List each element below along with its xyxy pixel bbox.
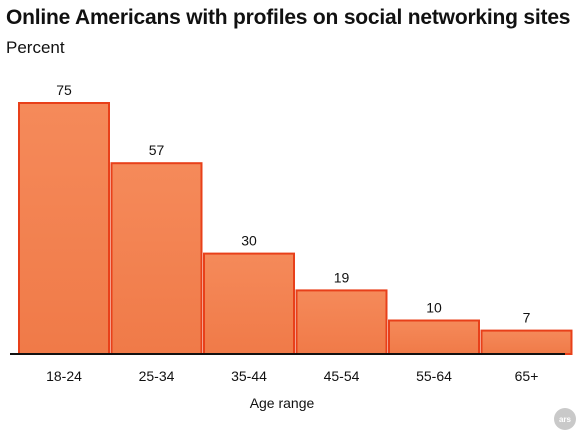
x-axis-title: Age range [250, 395, 315, 411]
x-tick-label-45-54: 45-54 [324, 368, 360, 384]
value-label-18-24: 75 [56, 82, 72, 98]
value-label-45-54: 19 [334, 269, 350, 285]
bar-25-34 [110, 162, 203, 355]
ars-logo: ars [554, 408, 576, 430]
value-label-55-64: 10 [426, 300, 442, 316]
bar-45-54 [295, 289, 388, 355]
x-tick-label-35-44: 35-44 [231, 368, 267, 384]
x-tick-label-25-34: 25-34 [139, 368, 175, 384]
bar-55-64 [388, 319, 480, 355]
bar-18-24 [18, 102, 110, 355]
bar-35-44 [203, 252, 295, 356]
value-label-65+: 7 [523, 310, 531, 326]
chart-subtitle: Percent [6, 38, 65, 57]
value-label-25-34: 57 [149, 142, 165, 158]
chart-title: Online Americans with profiles on social… [6, 6, 571, 29]
value-label-35-44: 30 [241, 233, 257, 249]
x-tick-label-18-24: 18-24 [46, 368, 82, 384]
x-tick-labels-group: 18-24 25-34 35-44 45-54 55-64 65+ [46, 368, 538, 384]
x-tick-label-55-64: 55-64 [416, 368, 452, 384]
x-tick-label-65+: 65+ [515, 368, 539, 384]
bars-group [18, 102, 573, 356]
value-labels-group: 75 57 30 19 10 7 [56, 82, 530, 326]
bar-65+ [480, 329, 573, 356]
